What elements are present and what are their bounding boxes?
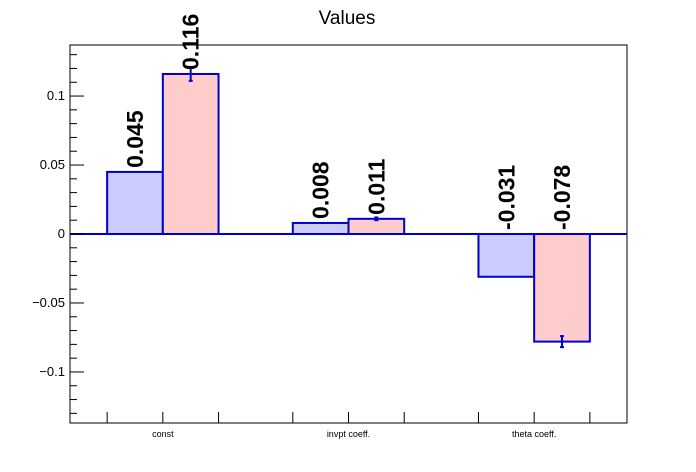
value-label-s0-0: 0.045 (122, 110, 148, 168)
error-bar-s1-2 (560, 335, 565, 349)
x-tick-label: theta coeff. (512, 429, 556, 439)
bar-s1-0 (161, 72, 220, 235)
chart-title: Values (319, 8, 376, 29)
bar-s0-0 (106, 170, 164, 235)
value-label-s1-2: -0.078 (549, 165, 575, 230)
y-tick-label: 0.1 (47, 88, 65, 103)
value-label-s0-1: 0.008 (308, 161, 334, 219)
error-bar-s1-1 (374, 216, 379, 222)
bar-s0-2 (477, 233, 536, 278)
value-label-s1-0: 0.116 (178, 14, 204, 70)
value-label-s1-1: 0.011 (363, 158, 389, 214)
x-tick-label: invpt coeff. (327, 429, 370, 439)
y-tick-label: 0 (58, 226, 65, 241)
y-tick-label: −0.1 (39, 364, 65, 379)
y-tick-label: 0.05 (40, 157, 65, 172)
bar-s1-2 (533, 233, 591, 343)
bar-s0-1 (291, 221, 350, 235)
x-tick-label: const (152, 429, 174, 439)
y-tick-label: −0.05 (32, 295, 65, 310)
value-label-s0-2: -0.031 (493, 165, 519, 230)
error-bar-s1-0 (188, 66, 193, 82)
